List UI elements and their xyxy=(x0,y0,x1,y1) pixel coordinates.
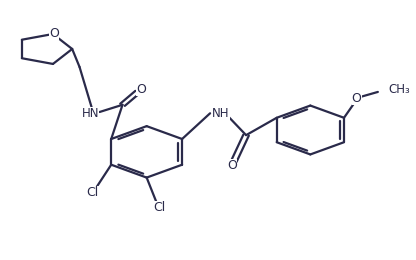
Text: O: O xyxy=(352,92,362,105)
Text: O: O xyxy=(136,83,146,96)
Text: O: O xyxy=(227,159,237,172)
Text: Cl: Cl xyxy=(87,186,99,199)
Text: CH₃: CH₃ xyxy=(388,83,410,96)
Text: HN: HN xyxy=(82,107,99,120)
Text: Cl: Cl xyxy=(153,201,165,214)
Text: O: O xyxy=(49,27,59,40)
Text: NH: NH xyxy=(212,107,230,120)
